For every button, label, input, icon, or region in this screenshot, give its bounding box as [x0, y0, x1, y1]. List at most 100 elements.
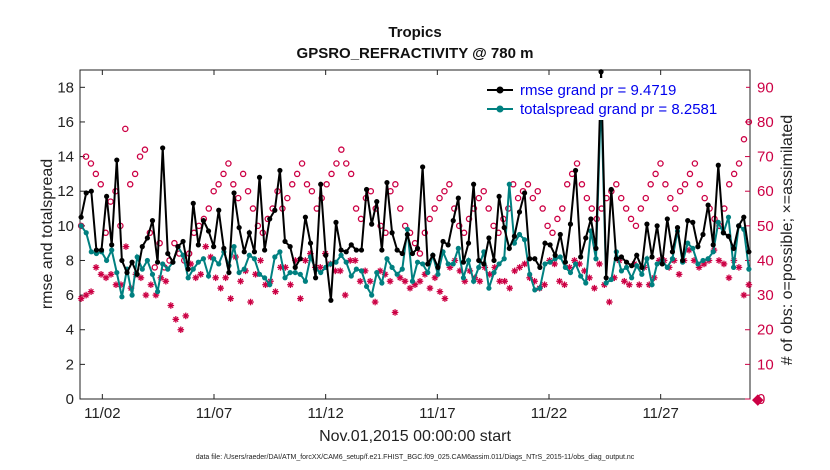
rmse-point [669, 249, 676, 255]
totalspread-point [603, 280, 609, 286]
y-tick-label: 6 [66, 287, 74, 304]
rmse-point [262, 247, 268, 253]
obs-possible-point [230, 181, 237, 188]
rmse-point [119, 257, 125, 264]
totalspread-point [476, 264, 482, 270]
obs-assimilated-point [137, 274, 145, 282]
totalspread-point [471, 278, 477, 284]
rmse-point [710, 242, 716, 248]
totalspread-point [557, 254, 563, 260]
rmse-point [583, 235, 589, 241]
footnote: data file: /Users/raeder/DAI/ATM_forcXX/… [196, 454, 635, 461]
rmse-point [114, 157, 120, 163]
totalspread-point [567, 269, 574, 276]
rmse-point [700, 231, 706, 238]
rmse-point [251, 249, 258, 255]
rmse-point [471, 181, 477, 187]
totalspread-point [180, 252, 186, 258]
obs-possible-point [131, 170, 139, 178]
totalspread-point [78, 223, 84, 229]
obs-possible-point [288, 181, 296, 188]
totalspread-point [282, 275, 288, 281]
totalspread-point [129, 292, 135, 298]
totalspread-point [730, 264, 737, 270]
chart-subtitle: GPSRO_REFRACTIVITY @ 780 m [297, 45, 534, 62]
rmse-point [674, 224, 681, 231]
rmse-point [578, 254, 584, 260]
obs-assimilated-point [182, 312, 190, 320]
rmse-point [379, 247, 385, 253]
totalspread-point [521, 237, 528, 243]
x-tick-label: 11/02 [84, 405, 120, 422]
obs-possible-point [333, 160, 340, 167]
totalspread-point [516, 231, 523, 238]
rmse-point [323, 252, 329, 258]
obs-possible-point [740, 136, 748, 143]
obs-assimilated-point [107, 271, 115, 278]
totalspread-point [435, 271, 441, 277]
obs-possible-point [480, 187, 487, 195]
totalspread-point [338, 252, 344, 258]
obs-assimilated-point [197, 271, 205, 278]
obs-assimilated-point [516, 264, 523, 271]
obs-possible-point [446, 181, 453, 188]
obs-assimilated-point [391, 309, 399, 316]
totalspread-point [455, 245, 461, 251]
totalspread-point [205, 273, 212, 279]
rmse-point [216, 207, 222, 213]
y2-zero-marker: ◆ [752, 391, 764, 408]
rmse-point [409, 250, 416, 257]
legend-totalspread-marker [496, 105, 504, 113]
obs-assimilated-point [77, 295, 85, 302]
obs-possible-point [416, 250, 424, 257]
obs-assimilated-point [606, 298, 613, 306]
totalspread-point [160, 261, 166, 267]
obs-assimilated-point [506, 284, 513, 292]
obs-possible-point [583, 194, 591, 202]
rmse-point [593, 245, 599, 251]
totalspread-point [583, 280, 589, 286]
obs-possible-point [622, 205, 630, 212]
rmse-point [664, 216, 670, 222]
y-tick-label: 4 [66, 322, 74, 339]
y2-tick-label: 30 [757, 287, 774, 304]
obs-possible-point [122, 125, 129, 133]
totalspread-point [399, 266, 405, 272]
totalspread-point [420, 261, 426, 267]
totalspread-point [685, 240, 691, 246]
rmse-point [588, 216, 594, 222]
totalspread-point [644, 256, 650, 262]
obs-possible-point [627, 215, 635, 223]
obs-assimilated-point [202, 243, 209, 250]
y2-tick-label: 10 [757, 356, 774, 373]
legend-totalspread-label: totalspread grand pr = 8.2581 [520, 101, 717, 118]
obs-possible-point [730, 170, 738, 178]
obs-possible-point [735, 160, 743, 167]
rmse-point [746, 249, 752, 255]
y2-tick-label: 90 [757, 79, 774, 96]
rmse-point [440, 238, 446, 245]
obs-assimilated-point [591, 284, 598, 292]
rmse-point [374, 199, 380, 205]
rmse-point [129, 259, 135, 265]
obs-possible-point [686, 170, 694, 178]
y-axis-label: rmse and totalspread [39, 159, 56, 309]
obs-assimilated-point [635, 281, 643, 289]
rmse-point [83, 190, 89, 196]
totalspread-point [578, 273, 584, 279]
rmse-point [720, 230, 726, 236]
rmse-point [190, 200, 196, 206]
obs-possible-point [141, 146, 149, 153]
obs-possible-point [126, 181, 134, 188]
obs-assimilated-point [396, 274, 404, 282]
totalspread-point [114, 269, 120, 276]
obs-possible-point [171, 239, 178, 247]
totalspread-point [297, 271, 303, 277]
y-tick-label: 16 [57, 114, 74, 131]
rmse-point [328, 297, 334, 303]
rmse-point [532, 256, 538, 262]
obs-assimilated-point [122, 243, 130, 250]
totalspread-point [211, 256, 217, 262]
y2-tick-label: 50 [757, 218, 774, 235]
obs-assimilated-point [366, 277, 374, 285]
